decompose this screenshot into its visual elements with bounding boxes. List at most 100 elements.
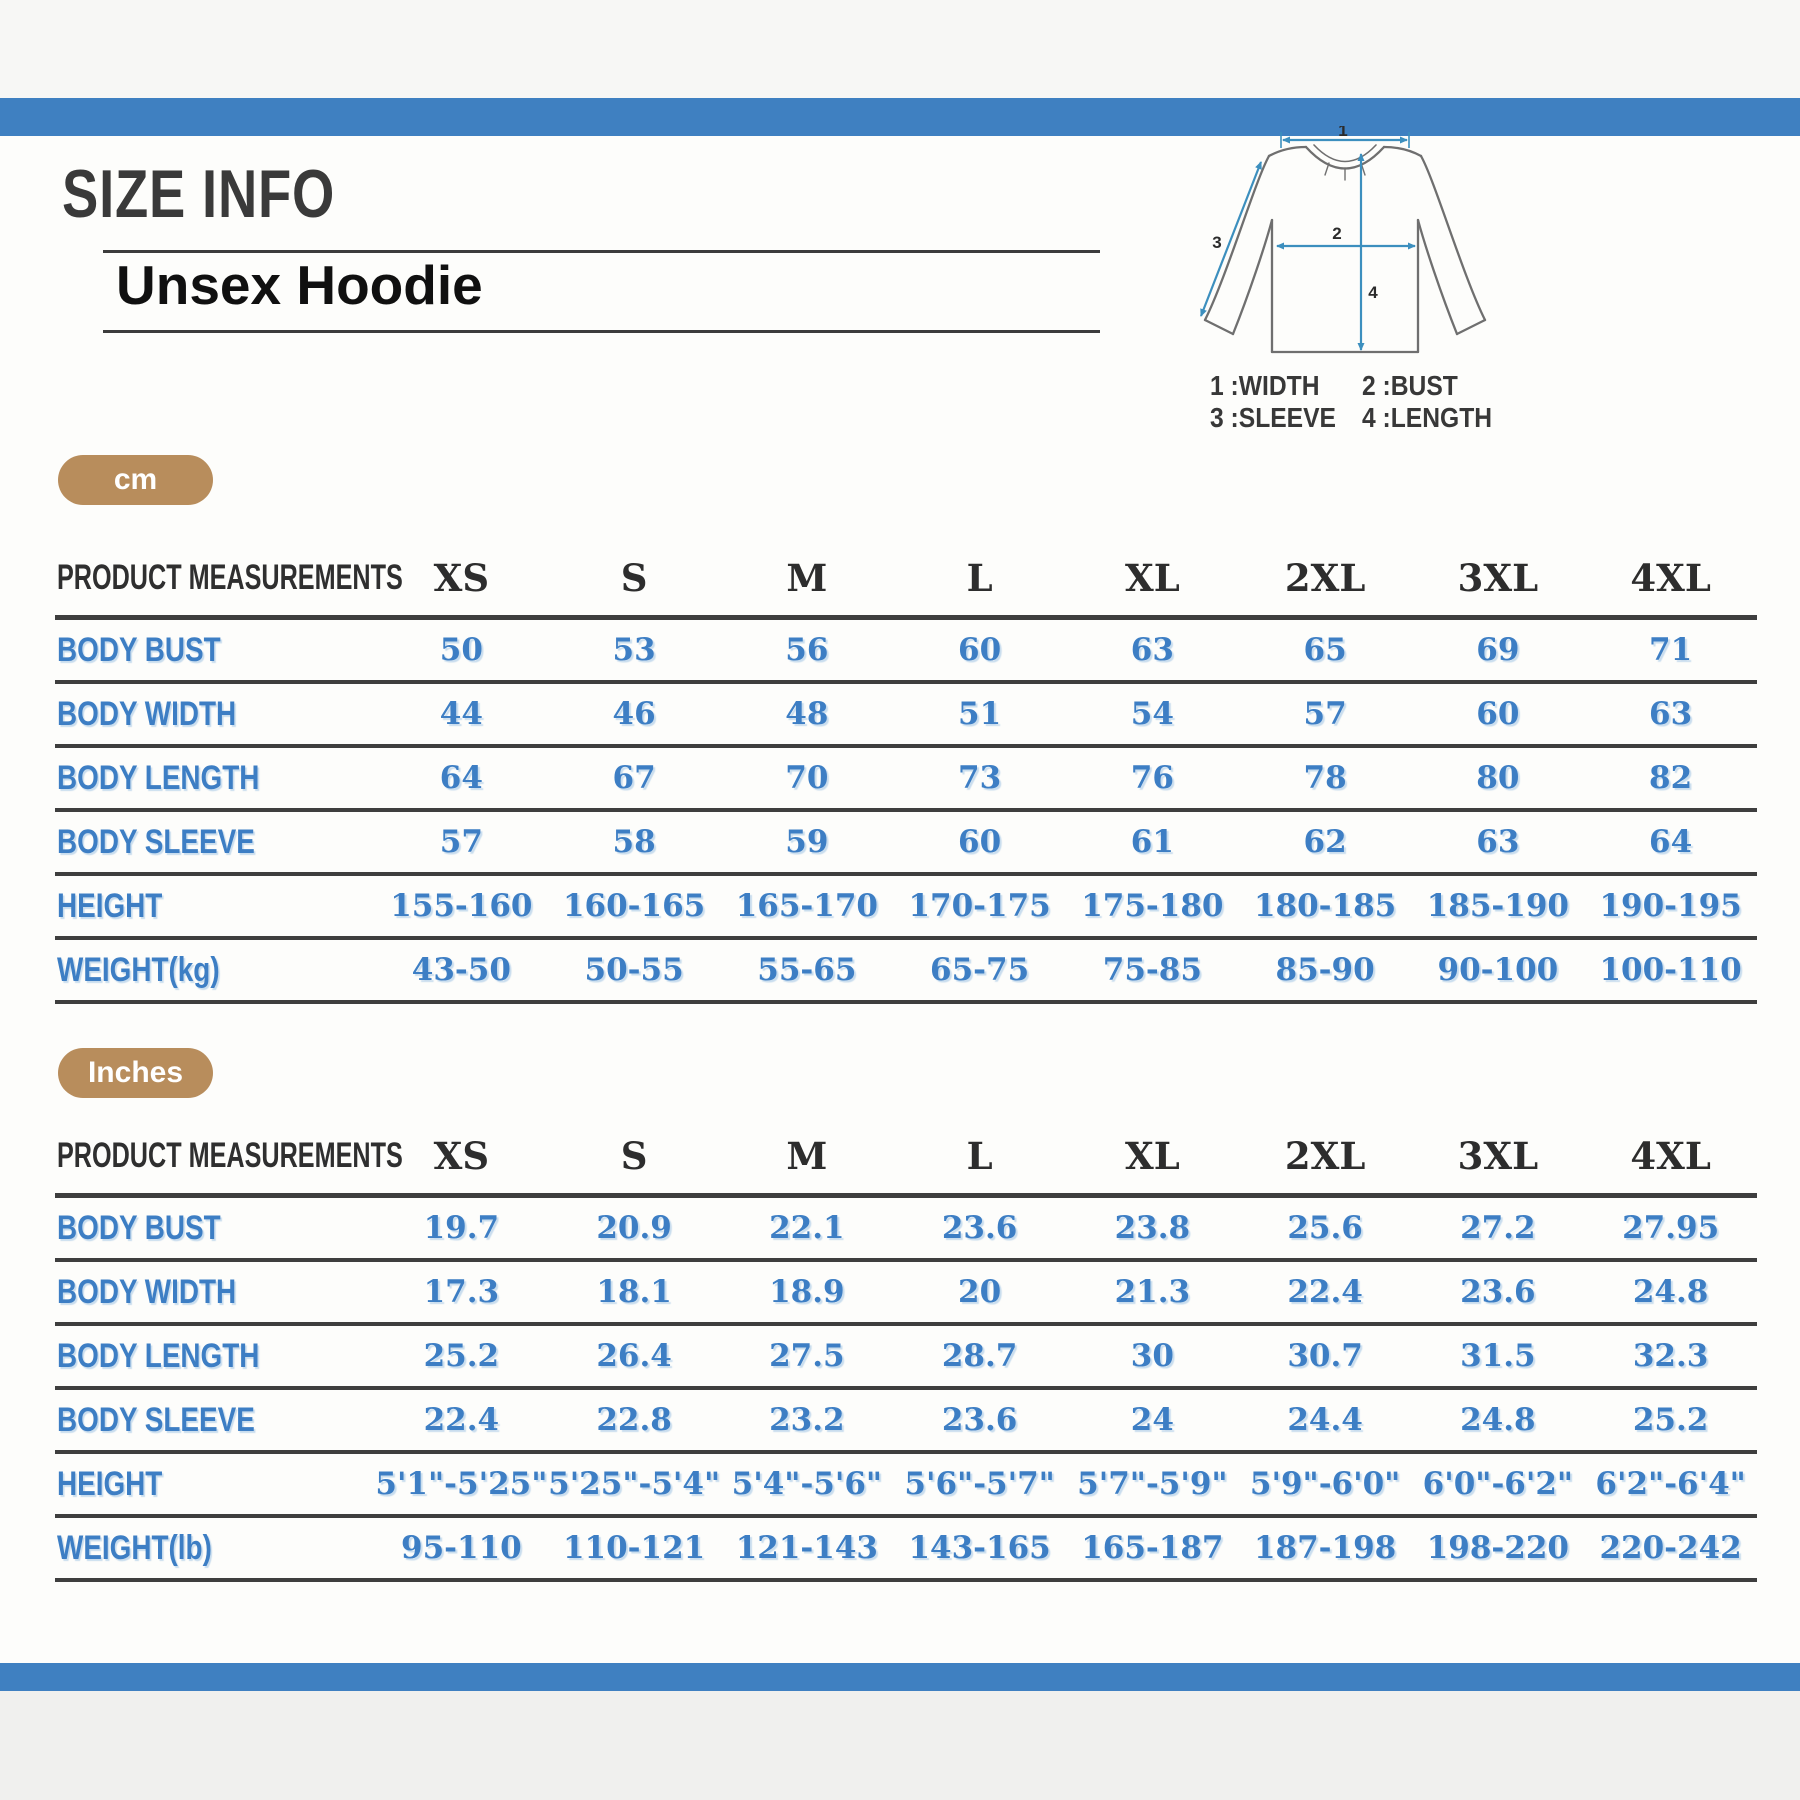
table-row: HEIGHT 155-160 160-165 165-170 170-175 1… — [55, 876, 1757, 940]
table-row: BODY LENGTH 64 67 70 73 76 78 80 82 — [55, 748, 1757, 812]
measurement-value-cell: 24.8 — [1632, 1274, 1709, 1310]
measurement-row-label: HEIGHT — [57, 886, 163, 925]
measurement-value-cell: 21.3 — [1114, 1274, 1191, 1310]
table-row: BODY LENGTH 25.2 26.4 27.5 28.7 30 30.7 … — [55, 1326, 1757, 1390]
divider-line — [103, 250, 1100, 253]
measurement-value-cell: 90-100 — [1437, 952, 1559, 988]
measurement-value-cell: 24.8 — [1460, 1402, 1536, 1438]
measurement-value-cell: 63 — [1476, 824, 1520, 860]
measurement-value-cell: 50 — [439, 632, 483, 668]
measurement-value-cell: 22.1 — [769, 1210, 845, 1246]
measurement-value-cell: 30.7 — [1287, 1338, 1363, 1374]
legend-item-width: 1 :WIDTH — [1210, 370, 1320, 401]
measurement-value-cell: 6'0"-6'2" — [1422, 1466, 1574, 1502]
measurement-value-cell: 56 — [785, 632, 829, 668]
measurement-value-cell: 54 — [1130, 696, 1174, 732]
measurement-value-cell: 27.2 — [1460, 1210, 1536, 1246]
measurement-row-label: HEIGHT — [57, 1464, 163, 1503]
unit-badge-inches-label: Inches — [87, 1056, 184, 1089]
measurement-value-cell: 190-195 — [1599, 888, 1742, 924]
hoodie-measurement-diagram: 1 2 3 4 — [1199, 126, 1487, 354]
table-row: BODY WIDTH 17.3 18.1 18.9 20 21.3 22.4 2… — [55, 1262, 1757, 1326]
measurement-row-label: WEIGHT(kg) — [57, 950, 220, 989]
top-accent-bar — [0, 98, 1800, 136]
size-column-header: L — [966, 555, 993, 600]
size-column-header: XS — [433, 555, 490, 600]
measurement-value-cell: 78 — [1303, 760, 1347, 796]
measurement-row-label: BODY WIDTH — [57, 1272, 237, 1311]
measurement-value-cell: 19.7 — [423, 1210, 500, 1246]
marker-2: 2 — [1332, 224, 1341, 243]
measurement-value-cell: 57 — [439, 824, 483, 860]
measurement-value-cell: 175-180 — [1081, 888, 1224, 924]
measurement-row-label: BODY SLEEVE — [57, 1400, 255, 1439]
measurement-value-cell: 67 — [612, 760, 656, 796]
table-row: BODY BUST 19.7 20.9 22.1 23.6 23.8 25.6 … — [55, 1198, 1757, 1262]
table-header-row: PRODUCT MEASUREMENTS XS S M L XL 2XL 3XL… — [55, 540, 1757, 620]
size-column-header: 2XL — [1284, 555, 1366, 600]
marker-1: 1 — [1338, 126, 1347, 140]
measurement-value-cell: 63 — [1130, 632, 1174, 668]
table-row: HEIGHT 5'1"-5'25" 5'25"-5'4" 5'4"-5'6" 5… — [55, 1454, 1757, 1518]
size-column-header: XL — [1125, 1133, 1180, 1178]
measurement-value-cell: 5'9"-6'0" — [1249, 1466, 1401, 1502]
measurement-value-cell: 170-175 — [908, 888, 1051, 924]
measurement-value-cell: 95-110 — [401, 1530, 522, 1566]
measurement-value-cell: 46 — [612, 696, 656, 732]
size-column-header: 4XL — [1630, 1133, 1711, 1178]
measurement-value-cell: 43-50 — [411, 952, 511, 988]
sleeve-arrow — [1199, 161, 1263, 317]
content-area — [0, 136, 1800, 1663]
measurement-value-cell: 22.4 — [423, 1402, 500, 1438]
measurement-row-label: BODY BUST — [57, 1208, 221, 1247]
measurement-value-cell: 23.6 — [941, 1402, 1018, 1438]
measurement-value-cell: 50-55 — [584, 952, 684, 988]
measurement-value-cell: 17.3 — [423, 1274, 500, 1310]
hoodie-outline — [1203, 144, 1487, 354]
measurement-value-cell: 62 — [1303, 824, 1347, 860]
measurement-value-cell: 110-121 — [562, 1530, 706, 1566]
product-name: Unsex Hoodie — [116, 254, 483, 316]
measurement-value-cell: 187-198 — [1253, 1530, 1397, 1566]
measurement-value-cell: 48 — [785, 696, 829, 732]
size-column-header: 3XL — [1457, 1133, 1539, 1178]
divider-line — [103, 330, 1100, 333]
measurement-value-cell: 27.95 — [1622, 1210, 1720, 1246]
measurement-value-cell: 18.9 — [769, 1274, 845, 1310]
measurement-value-cell: 25.6 — [1287, 1210, 1363, 1246]
measurement-row-label: BODY LENGTH — [57, 1336, 260, 1375]
measurement-value-cell: 58 — [612, 824, 656, 860]
measurement-value-cell: 60 — [1476, 696, 1520, 732]
measurement-value-cell: 31.5 — [1460, 1338, 1536, 1374]
table-row: WEIGHT(lb) 95-110 110-121 121-143 143-16… — [55, 1518, 1757, 1582]
measurement-row-label: BODY BUST — [57, 630, 221, 669]
table-row: BODY SLEEVE 57 58 59 60 61 62 63 64 — [55, 812, 1757, 876]
measurement-value-cell: 73 — [958, 760, 1002, 796]
size-column-header: XS — [433, 1133, 490, 1178]
size-column-header: 2XL — [1284, 1133, 1366, 1178]
measurement-value-cell: 60 — [958, 824, 1002, 860]
table-row: BODY BUST 50 53 56 60 63 65 69 71 — [55, 620, 1757, 684]
measurement-value-cell: 18.1 — [596, 1274, 672, 1310]
measurement-value-cell: 44 — [439, 696, 483, 732]
measurement-value-cell: 5'4"-5'6" — [731, 1466, 883, 1502]
size-column-header: 3XL — [1457, 555, 1539, 600]
measurement-value-cell: 55-65 — [757, 952, 857, 988]
marker-4: 4 — [1368, 283, 1378, 302]
page-title: SIZE INFO — [62, 160, 403, 228]
bottom-margin — [0, 1691, 1800, 1800]
measurement-value-cell: 32.3 — [1632, 1338, 1709, 1374]
measurement-value-cell: 51 — [958, 696, 1002, 732]
unit-badge-cm-label: cm — [113, 463, 158, 496]
measurement-value-cell: 155-160 — [390, 888, 533, 924]
measurement-row-label: BODY LENGTH — [57, 758, 260, 797]
measurement-value-cell: 23.6 — [941, 1210, 1018, 1246]
measurement-value-cell: 5'25"-5'4" — [548, 1466, 721, 1502]
measurement-value-cell: 28.7 — [941, 1338, 1018, 1374]
measurement-value-cell: 30 — [1130, 1338, 1174, 1374]
size-column-header: L — [966, 1133, 993, 1178]
measurement-value-cell: 220-242 — [1599, 1530, 1742, 1566]
legend-item-sleeve: 3 :SLEEVE — [1210, 402, 1336, 433]
measurement-value-cell: 69 — [1476, 632, 1520, 668]
